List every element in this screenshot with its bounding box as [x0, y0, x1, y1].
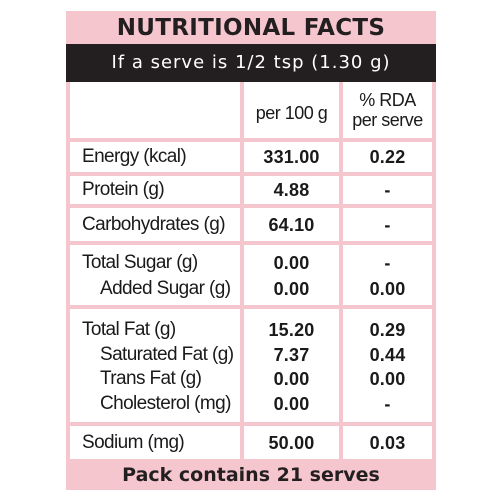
row-per100-value: 7.37 [273, 345, 310, 365]
row-sugar-rda-cell: - 0.00 [343, 245, 432, 305]
row-protein-rda-cell: - [343, 176, 432, 204]
row-energy-label-cell: Energy (kcal) [70, 142, 240, 172]
row-sodium-label-cell: Sodium (mg) [70, 426, 240, 459]
row-energy-rda-cell: 0.22 [343, 142, 432, 172]
row-sodium-rda-cell: 0.03 [343, 426, 432, 459]
row-carbs-per100-cell: 64.10 [244, 208, 339, 241]
row-rda-value: - [384, 215, 391, 235]
row-label: Trans Fat (g) [100, 368, 202, 389]
row-rda-value: 0.29 [369, 320, 406, 340]
serving-size-bar: If a serve is 1/2 tsp (1.30 g) [66, 44, 436, 82]
row-rda-value: 0.00 [369, 369, 406, 389]
row-sugar-per100-cell: 0.00 0.00 [244, 245, 339, 305]
nutrition-title: NUTRITIONAL FACTS [116, 15, 386, 41]
header-per100: per 100 g [255, 103, 328, 123]
row-per100-value: 64.10 [268, 215, 315, 235]
header-empty-cell [70, 82, 240, 138]
row-label: Sodium (mg) [82, 432, 185, 453]
row-per100-value: 50.00 [268, 433, 315, 453]
nutrition-table: per 100 g % RDA per serve Energy (kcal) … [70, 82, 432, 459]
row-carbs-rda-cell: - [343, 208, 432, 241]
header-per100-cell: per 100 g [244, 82, 339, 138]
row-label: Protein (g) [82, 179, 165, 200]
header-rda-line1: % RDA [359, 90, 416, 110]
pack-serves-footer: Pack contains 21 serves [122, 464, 380, 486]
row-per100-value: 0.00 [273, 369, 310, 389]
header-rda-line2: per serve [352, 110, 423, 130]
row-rda-value: - [384, 253, 391, 273]
row-per100-value: 0.00 [273, 253, 310, 273]
row-rda-value: - [384, 180, 391, 200]
row-rda-value: 0.00 [369, 279, 406, 299]
header-rda-cell: % RDA per serve [343, 82, 432, 138]
row-label: Cholesterol (mg) [100, 393, 231, 414]
row-rda-value: - [384, 394, 391, 414]
row-per100-value: 0.00 [273, 394, 310, 414]
row-carbs-label-cell: Carbohydrates (g) [70, 208, 240, 241]
row-label: Energy (kcal) [82, 146, 187, 167]
row-fat-label-cell: Total Fat (g) Saturated Fat (g) Trans Fa… [70, 309, 240, 422]
row-sugar-label-cell: Total Sugar (g) Added Sugar (g) [70, 245, 240, 305]
row-fat-per100-cell: 15.20 7.37 0.00 0.00 [244, 309, 339, 422]
row-protein-label-cell: Protein (g) [70, 176, 240, 204]
row-label: Added Sugar (g) [100, 278, 231, 299]
row-protein-per100-cell: 4.88 [244, 176, 339, 204]
row-energy-per100-cell: 331.00 [244, 142, 339, 172]
row-per100-value: 331.00 [263, 147, 320, 167]
row-label: Carbohydrates (g) [82, 214, 226, 235]
row-sodium-per100-cell: 50.00 [244, 426, 339, 459]
row-label: Saturated Fat (g) [100, 344, 234, 365]
row-label: Total Fat (g) [82, 319, 176, 340]
row-rda-value: 0.44 [369, 345, 406, 365]
row-fat-rda-cell: 0.29 0.44 0.00 - [343, 309, 432, 422]
row-per100-value: 4.88 [273, 180, 310, 200]
row-label: Total Sugar (g) [82, 252, 198, 273]
row-rda-value: 0.22 [369, 147, 406, 167]
row-per100-value: 15.20 [268, 320, 315, 340]
row-rda-value: 0.03 [369, 433, 406, 453]
row-per100-value: 0.00 [273, 279, 310, 299]
nutrition-facts-panel: NUTRITIONAL FACTS If a serve is 1/2 tsp … [66, 11, 436, 490]
